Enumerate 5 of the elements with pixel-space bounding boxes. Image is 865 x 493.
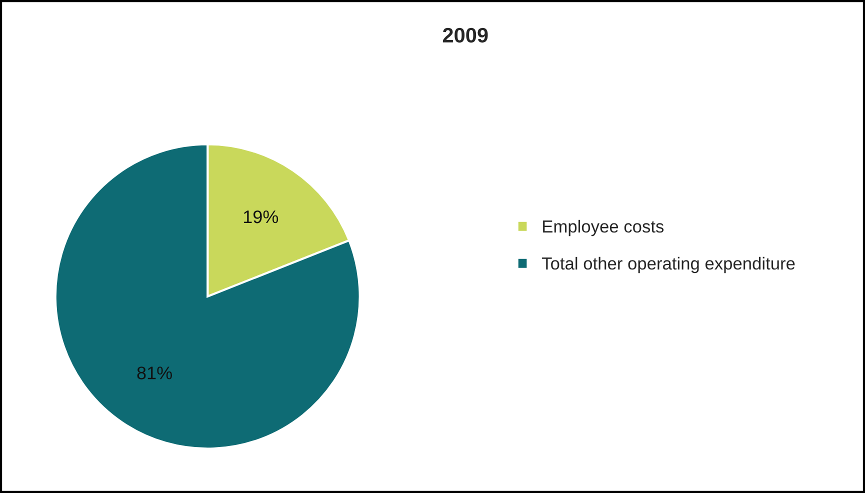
chart-title: 2009 (442, 28, 488, 43)
legend-label: Employee costs (543, 220, 664, 236)
data-label: 19% (244, 210, 278, 224)
data-label: 81% (137, 366, 172, 380)
legend-label: Total other operating expenditure (542, 256, 795, 274)
